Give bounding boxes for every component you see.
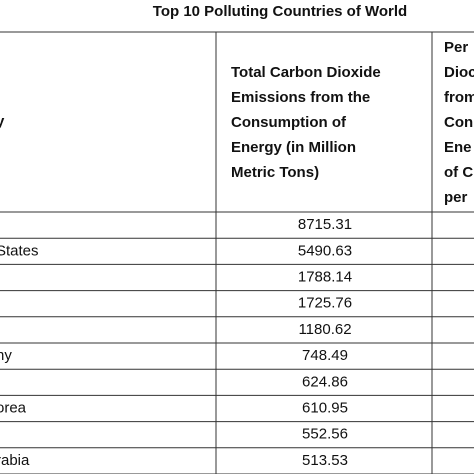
cell: 624.86 — [302, 373, 348, 390]
header-cell: Ene — [444, 139, 472, 156]
header-cell: Per — [444, 39, 468, 56]
header-cell: Dioc — [444, 64, 474, 81]
header-cell: Total Carbon Dioxide — [231, 64, 381, 81]
header-cell: Consumption of — [231, 114, 347, 131]
header-cell: Emissions from the — [231, 89, 370, 106]
title: Top 10 Polluting Countries of World — [153, 3, 407, 20]
header-cell: Con — [444, 114, 473, 131]
cell: 1725.76 — [298, 295, 352, 312]
cell: rabia — [0, 452, 30, 469]
cell: 5490.63 — [298, 242, 352, 259]
cell: 1788.14 — [298, 268, 352, 285]
cell: 513.53 — [302, 452, 348, 469]
cell: 610.95 — [302, 399, 348, 416]
header-cell: y — [0, 113, 5, 130]
header-cell: from — [444, 89, 474, 106]
cell: States — [0, 242, 39, 259]
cell: 1180.62 — [298, 321, 351, 338]
cell: ny — [0, 347, 12, 364]
header-cell: per — [444, 189, 468, 206]
header-cell: Energy (in Million — [231, 139, 356, 156]
header-cell: of C — [444, 164, 473, 181]
cell: orea — [0, 399, 27, 416]
cell: 552.56 — [302, 426, 348, 443]
cell: 748.49 — [302, 347, 348, 364]
header-cell: Metric Tons) — [231, 164, 319, 181]
cell: 8715.31 — [298, 216, 352, 233]
